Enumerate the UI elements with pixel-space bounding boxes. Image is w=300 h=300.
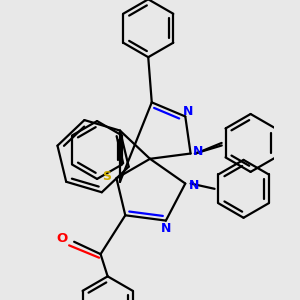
Text: N: N [161,222,171,235]
Text: N: N [183,105,193,118]
Text: N: N [193,145,203,158]
Text: O: O [56,232,68,245]
Text: S: S [102,170,111,183]
Text: N: N [189,179,199,192]
